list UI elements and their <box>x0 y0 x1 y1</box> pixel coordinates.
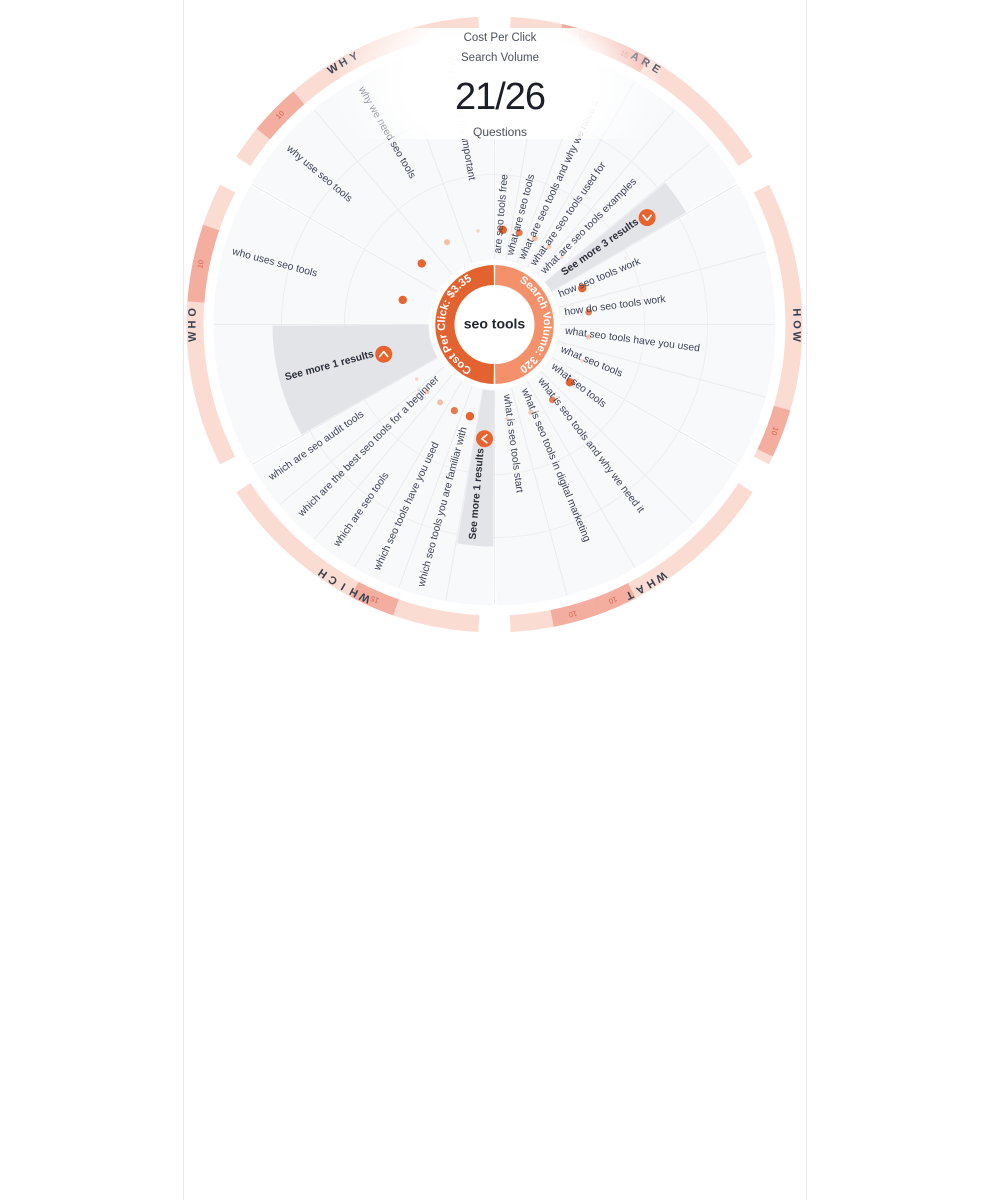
svg-text:H: H <box>187 320 199 328</box>
svg-text:W: W <box>790 331 802 342</box>
svg-text:W: W <box>187 331 199 342</box>
svg-text:H: H <box>790 308 802 316</box>
svg-text:O: O <box>187 307 199 316</box>
svg-text:seo tools: seo tools <box>464 316 526 332</box>
svg-text:O: O <box>791 320 803 329</box>
svg-text:10: 10 <box>195 259 205 269</box>
